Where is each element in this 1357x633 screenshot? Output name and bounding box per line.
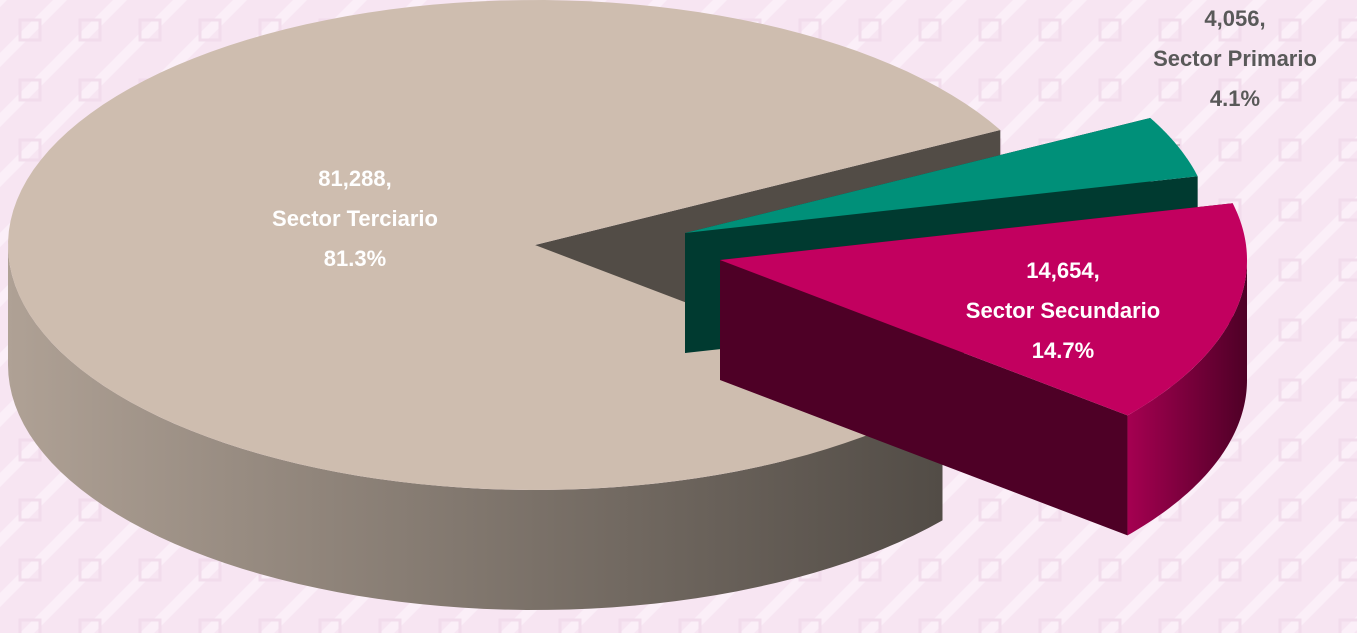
category-label: Sector Primario: [1153, 46, 1317, 71]
category-label: Sector Terciario: [272, 206, 438, 231]
data-label: 14,654,: [1026, 258, 1099, 283]
chart: 4,056, Sector Primario 4.1% 14,654, Sector S…: [0, 0, 1357, 633]
percent-label: 4.1%: [1210, 86, 1260, 111]
category-label: Sector Secundario: [966, 298, 1160, 323]
page: 4,056, Sector Primario 4.1% 14,654, Sector S…: [0, 0, 1357, 633]
data-label: 81,288,: [318, 166, 391, 191]
data-label: 4,056,: [1204, 6, 1265, 31]
percent-label: 81.3%: [324, 246, 386, 271]
percent-label: 14.7%: [1032, 338, 1094, 363]
